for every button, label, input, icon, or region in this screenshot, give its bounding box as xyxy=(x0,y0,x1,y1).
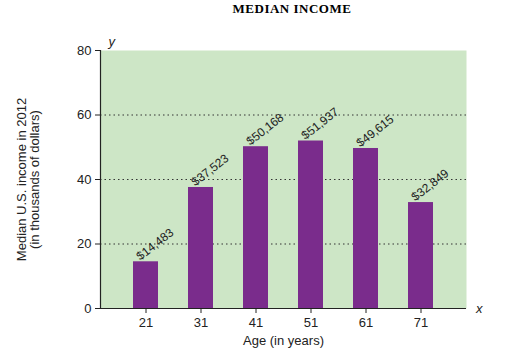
svg-text:41: 41 xyxy=(249,315,263,330)
svg-text:61: 61 xyxy=(359,315,373,330)
svg-text:Age (in years): Age (in years) xyxy=(243,333,324,348)
svg-text:$51,937: $51,937 xyxy=(299,104,342,142)
svg-text:$14,483: $14,483 xyxy=(134,225,177,263)
svg-text:80: 80 xyxy=(77,43,91,58)
svg-text:x: x xyxy=(475,301,483,316)
svg-text:$32,849: $32,849 xyxy=(409,166,452,204)
svg-text:21: 21 xyxy=(139,315,153,330)
svg-text:Median U.S. income in 2012(in: Median U.S. income in 2012(in thousands … xyxy=(14,98,42,261)
svg-text:20: 20 xyxy=(77,236,91,251)
svg-text:y: y xyxy=(108,34,117,49)
svg-text:71: 71 xyxy=(414,315,428,330)
svg-text:60: 60 xyxy=(77,107,91,122)
svg-text:51: 51 xyxy=(304,315,318,330)
svg-text:40: 40 xyxy=(77,172,91,187)
html-text:MEDIAN INCOME: MEDIAN INCOME xyxy=(232,1,352,16)
svg-text:31: 31 xyxy=(194,315,208,330)
svg-text:$37,523: $37,523 xyxy=(189,151,232,189)
svg-text:$49,615: $49,615 xyxy=(354,112,397,150)
svg-text:$50,168: $50,168 xyxy=(244,110,287,148)
svg-text:0: 0 xyxy=(84,301,91,316)
